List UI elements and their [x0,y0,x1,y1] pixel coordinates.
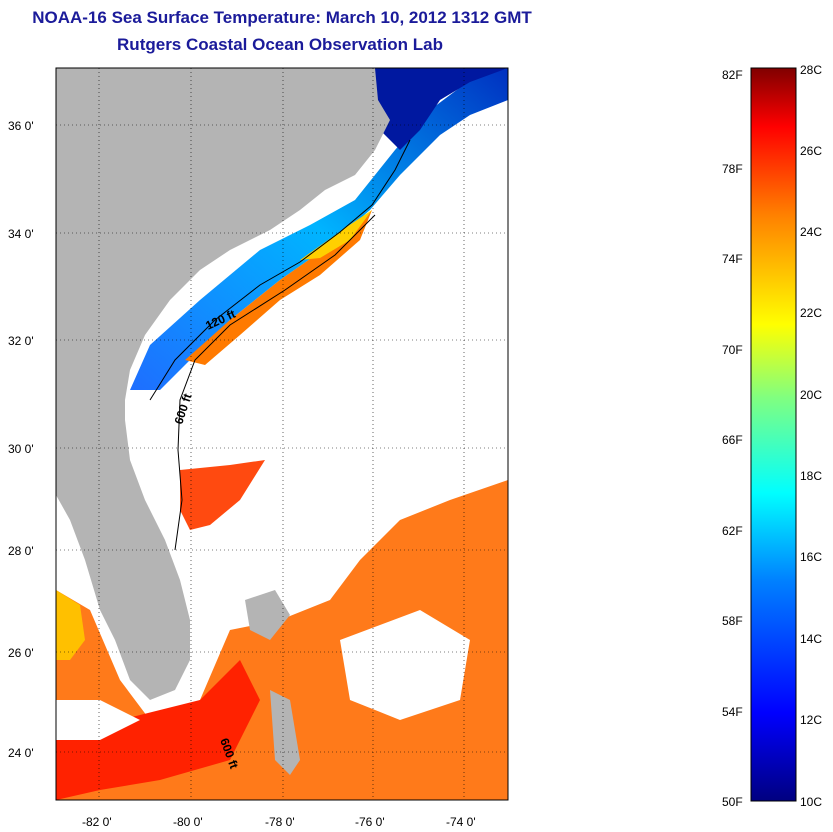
colorbar-f-74: 74F [722,252,743,266]
colorbar-f-66: 66F [722,433,743,447]
lon-label-78: -78 0' [265,815,295,829]
colorbar-c-28: 28C [800,63,823,77]
colorbar-c-14: 14C [800,632,823,646]
colorbar-c-20: 20C [800,388,823,402]
colorbar-f-62: 62F [722,524,743,538]
lon-label-76: -76 0' [355,815,385,829]
lat-label-30: 30 0' [8,442,34,456]
colorbar-c-10: 10C [800,795,823,809]
gulf-yellow-patch [56,590,85,660]
map-border [55,67,509,801]
colorbar-c-16: 16C [800,550,823,564]
bahamas-land [245,590,300,775]
longitude-labels: -82 0' -80 0' -78 0' -76 0' -74 0' [82,815,476,829]
colorbar-f-78: 78F [722,162,743,176]
lat-label-24: 24 0' [8,746,34,760]
lat-label-28: 28 0' [8,544,34,558]
graticule [56,68,508,800]
lat-label-36: 36 0' [8,119,34,133]
lat-label-34: 34 0' [8,227,34,241]
map-subtitle: Rutgers Coastal Ocean Observation Lab [117,35,443,54]
colorbar-f-50: 50F [722,795,743,809]
lon-label-74: -74 0' [446,815,476,829]
florida-landmass [56,68,390,700]
colorbar-c-26: 26C [800,144,823,158]
shelf-water-cold [130,68,508,390]
colorbar-c-22: 22C [800,306,823,320]
contour-120ft-line [149,139,411,401]
southern-red-band [56,660,260,800]
colorbar-c-24: 24C [800,225,823,239]
lon-label-80: -80 0' [173,815,203,829]
map-title: NOAA-16 Sea Surface Temperature: March 1… [32,8,532,27]
lat-label-32: 32 0' [8,334,34,348]
latitude-labels: 36 0' 34 0' 32 0' 30 0' 28 0' 26 0' 24 0… [8,119,34,760]
cloud-gap-1 [340,610,470,720]
colorbar-f-54: 54F [722,705,743,719]
colorbar-f-70: 70F [722,343,743,357]
lon-label-82: -82 0' [82,815,112,829]
lat-label-26: 26 0' [8,646,34,660]
colorbar-f-82: 82F [722,68,743,82]
contour-600ft-line [174,214,376,551]
colorbar [750,67,797,802]
colorbar-c-18: 18C [800,469,823,483]
colorbar-f-58: 58F [722,614,743,628]
northern-deep-blue [375,68,508,150]
cloud-gap-2 [56,700,140,740]
warm-patch-florida-coast [180,460,265,530]
colorbar-c-12: 12C [800,713,823,727]
